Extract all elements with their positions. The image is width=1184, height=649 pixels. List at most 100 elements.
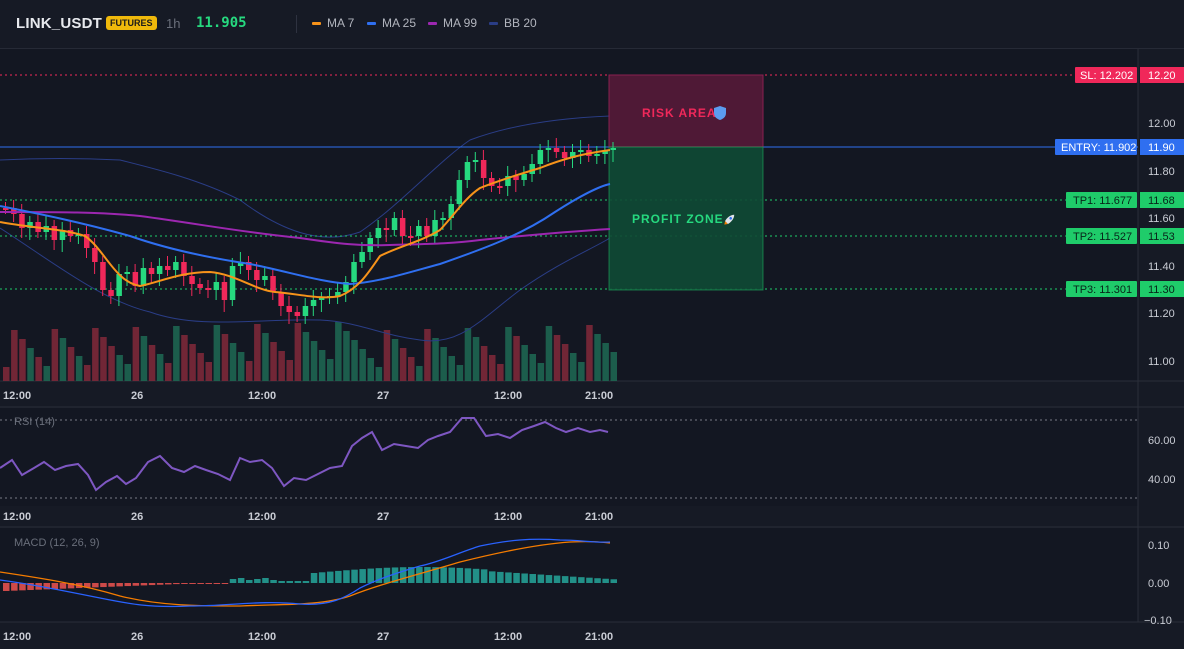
symbol-name[interactable]: LINK_USDT	[16, 15, 102, 32]
profit-zone-label: PROFIT ZONE	[632, 212, 724, 226]
risk-zone[interactable]	[608, 74, 764, 148]
macd-title[interactable]: MACD (12, 26, 9)	[14, 537, 100, 549]
candle-body	[27, 222, 33, 228]
volume-bar	[310, 341, 318, 381]
candle-body	[237, 262, 244, 266]
time-tick: 12:00	[494, 390, 522, 402]
volume-bar	[497, 364, 504, 381]
macd-histogram-bar	[424, 567, 431, 583]
macd-histogram-bar	[189, 583, 196, 584]
rsi-title[interactable]: RSI (14)	[14, 416, 55, 428]
candle-body	[537, 150, 544, 164]
candle-body	[610, 148, 616, 150]
tp1-price-value: 11.68	[1148, 195, 1175, 207]
candle-body	[108, 290, 114, 296]
candle-body	[513, 176, 519, 180]
candle-body	[262, 276, 268, 280]
volume-bar	[278, 351, 285, 381]
macd-histogram-bar	[205, 583, 212, 584]
ma7-swatch	[312, 21, 321, 25]
volume-bar	[610, 352, 617, 381]
volume-bar	[318, 350, 326, 381]
macd-histogram-bar	[545, 575, 553, 583]
candle-body	[59, 230, 66, 240]
macd-histogram-bar	[246, 580, 253, 583]
volume-bar	[505, 327, 512, 381]
futures-badge: FUTURES	[106, 16, 157, 30]
time-tick: 12:00	[494, 631, 522, 643]
risk-zone-label: RISK AREA	[642, 106, 717, 120]
timeframe-label[interactable]: 1h	[166, 16, 181, 31]
volume-bar	[221, 334, 229, 381]
macd-histogram-bar	[456, 567, 464, 583]
sl-tag-label: SL: 12.202	[1080, 70, 1133, 82]
legend-ma7[interactable]: MA 7	[312, 16, 354, 30]
volume-bar	[408, 357, 415, 381]
macd-histogram-bar	[108, 583, 115, 587]
volume-bar	[84, 365, 91, 381]
bb-lower-line	[0, 227, 611, 342]
macd-histogram-bar	[197, 583, 204, 584]
macd-histogram-bar	[229, 579, 237, 583]
volume-bar	[351, 340, 358, 381]
rsi-tick: 40.00	[1148, 474, 1176, 486]
macd-histogram-bar	[254, 579, 261, 583]
macd-histogram-bar	[286, 581, 293, 583]
volume-bar	[92, 328, 99, 381]
legend-ma99[interactable]: MA 99	[428, 16, 477, 30]
macd-histogram-bar	[448, 567, 455, 583]
ma99-line	[0, 211, 611, 247]
candle-body	[553, 148, 560, 152]
macd-histogram-bar	[578, 577, 585, 583]
chart-header: LINK_USDT FUTURES 1h 11.905 MA 7 MA 25 M…	[0, 0, 1184, 49]
candle-body	[310, 300, 317, 306]
last-price: 11.905	[196, 15, 247, 31]
legend-ma25[interactable]: MA 25	[367, 16, 416, 30]
macd-histogram-bar	[100, 583, 107, 588]
legend-bb20[interactable]: BB 20	[489, 16, 537, 30]
candle-body	[205, 288, 211, 290]
macd-histogram-bar	[570, 576, 577, 583]
volume-bars	[3, 322, 617, 381]
candle-body	[578, 150, 584, 152]
volume-bar	[440, 347, 447, 381]
candle-body	[124, 272, 130, 274]
ma25-label: MA 25	[382, 16, 417, 30]
macd-histogram-bar	[148, 583, 156, 586]
ma7-label: MA 7	[327, 16, 355, 30]
time-tick: 12:00	[3, 631, 31, 643]
volume-bar	[359, 349, 366, 381]
time-tick: 12:00	[248, 511, 276, 523]
volume-bar	[19, 339, 26, 381]
volume-bar	[43, 366, 50, 381]
macd-histogram	[3, 567, 617, 591]
macd-histogram-bar	[480, 569, 488, 583]
macd-histogram-bar	[278, 581, 285, 583]
volume-bar	[335, 322, 342, 381]
macd-histogram-bar	[237, 578, 245, 583]
price-pane[interactable]	[0, 49, 1138, 381]
macd-histogram-bar	[343, 570, 350, 583]
profit-zone[interactable]	[608, 146, 764, 291]
volume-bar	[343, 331, 350, 381]
macd-histogram-bar	[132, 583, 140, 586]
candle-body	[140, 268, 147, 286]
macd-histogram-bar	[521, 573, 528, 583]
price-tick: 11.00	[1148, 356, 1175, 368]
macd-histogram-bar	[19, 583, 26, 591]
candle-body	[335, 292, 341, 296]
candle-body	[505, 176, 511, 186]
rsi-pane[interactable]	[0, 408, 1138, 506]
candle-body	[51, 226, 58, 240]
candle-body	[221, 282, 228, 300]
price-tick: 11.20	[1148, 308, 1175, 320]
candle-body	[570, 152, 576, 158]
volume-bar	[270, 342, 277, 381]
macd-histogram-bar	[440, 567, 447, 583]
time-axis[interactable]: 12:00 26 12:00 27 12:00 21:00	[3, 390, 613, 402]
time-tick: 26	[131, 631, 143, 643]
volume-bar	[156, 354, 164, 381]
ma25-swatch	[367, 21, 376, 25]
candle-body	[189, 276, 195, 284]
